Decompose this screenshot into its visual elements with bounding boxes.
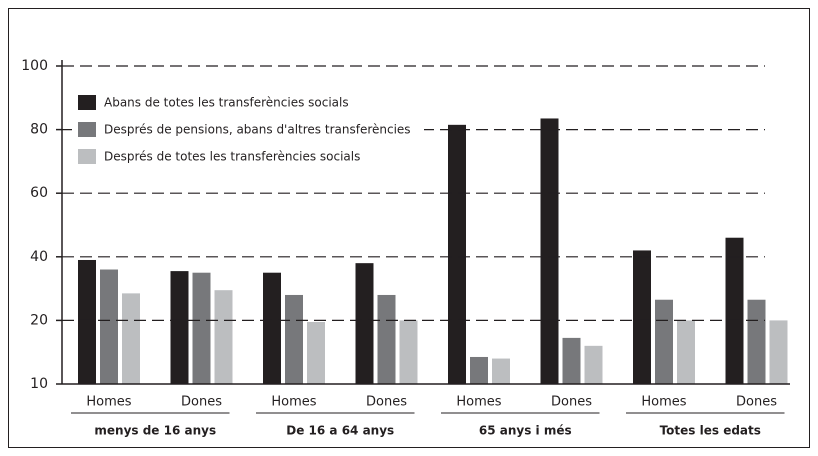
y-tick-label: 60 <box>30 185 48 201</box>
bar <box>399 320 418 384</box>
bar <box>584 345 603 384</box>
group-label: De 16 a 64 anys <box>286 424 394 438</box>
bar <box>492 358 510 384</box>
bar <box>677 320 695 384</box>
legend-swatch <box>78 122 96 137</box>
bar <box>285 294 303 384</box>
legend-label: Després de pensions, abans d'altres tran… <box>104 123 411 137</box>
legend-label: Després de totes les transferències soci… <box>104 150 360 164</box>
x-tick-label: Homes <box>271 395 316 410</box>
x-tick-label: Homes <box>86 395 131 410</box>
y-tick-label: 80 <box>30 122 48 138</box>
bar <box>263 272 281 384</box>
bar <box>307 321 325 384</box>
x-tick-label: Homes <box>456 395 501 410</box>
legend-label: Abans de totes les transferències social… <box>104 96 349 110</box>
y-tick-label: 20 <box>30 312 48 328</box>
bar <box>78 259 96 384</box>
legend-swatch <box>78 149 96 164</box>
x-tick-label: Dones <box>181 395 222 410</box>
bar <box>377 294 396 384</box>
group-label: menys de 16 anys <box>94 424 216 438</box>
group-label: 65 anys i més <box>479 424 572 438</box>
bar <box>170 271 189 384</box>
bar <box>562 337 581 384</box>
bar <box>747 299 766 384</box>
bar <box>470 356 488 384</box>
x-tick-label: Dones <box>551 395 592 410</box>
x-tick-label: Homes <box>641 395 686 410</box>
bar <box>214 290 233 384</box>
bar <box>633 250 651 384</box>
legend-box <box>72 90 424 166</box>
legend-swatch <box>78 95 96 110</box>
x-tick-label: Dones <box>366 395 407 410</box>
bar <box>448 124 466 384</box>
y-tick-label: 40 <box>30 249 48 265</box>
y-tick-label: 100 <box>21 58 48 74</box>
bar <box>122 293 140 384</box>
bar <box>355 263 374 384</box>
bar <box>655 299 673 384</box>
bar <box>769 320 788 384</box>
bar <box>100 269 118 384</box>
y-tick-label: 10 <box>30 376 48 392</box>
x-tick-label: Dones <box>736 395 777 410</box>
bar <box>540 118 559 384</box>
group-label: Totes les edats <box>660 424 761 438</box>
bar <box>725 237 744 384</box>
bar <box>192 272 211 384</box>
